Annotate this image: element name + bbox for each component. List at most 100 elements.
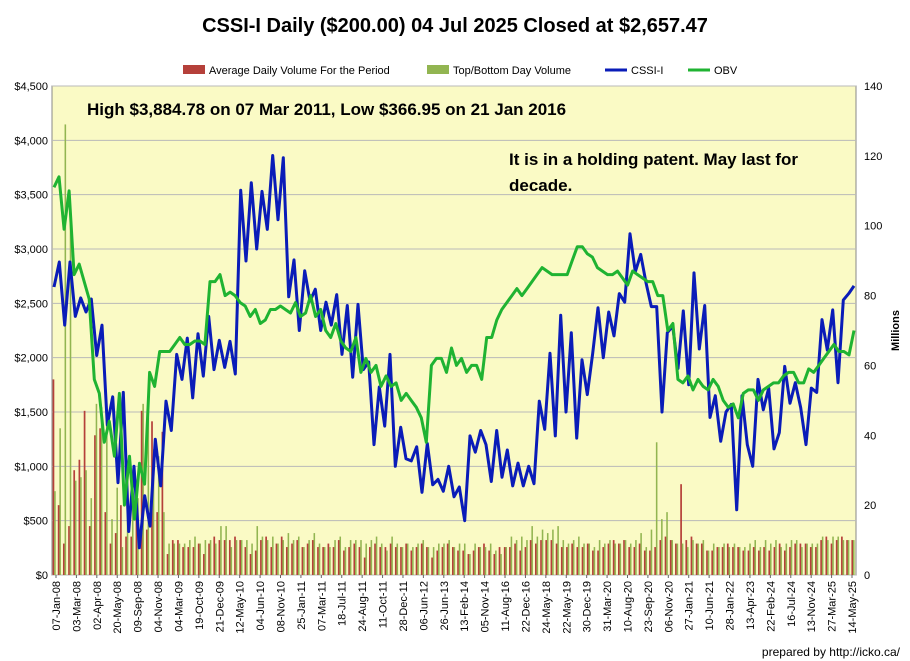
top-bottom-volume-bar (526, 540, 528, 575)
avg-volume-bar (778, 543, 781, 575)
top-bottom-volume-bar (676, 543, 679, 575)
avg-volume-bar (649, 550, 651, 575)
avg-volume-bar (820, 540, 823, 575)
avg-volume-bar (337, 540, 340, 575)
avg-volume-bar (576, 547, 579, 575)
y-right-tick-label: 80 (864, 291, 876, 303)
top-bottom-volume-bar (235, 540, 238, 575)
avg-volume-bar (524, 547, 527, 575)
x-tick-label: 04-Jun-10 (255, 581, 267, 631)
avg-volume-bar (467, 554, 470, 575)
top-bottom-volume-bar (474, 543, 476, 575)
avg-volume-bar (249, 554, 252, 575)
top-bottom-volume-bar (168, 543, 170, 575)
top-bottom-volume-bar (261, 536, 264, 575)
y-left-tick-label: $1,000 (14, 461, 48, 473)
top-bottom-volume-bar (204, 540, 207, 575)
x-tick-label: 07-Mar-11 (316, 581, 328, 631)
x-tick-label: 10-Jun-21 (704, 581, 716, 631)
avg-volume-bar (809, 547, 812, 575)
avg-volume-bar (306, 543, 309, 575)
avg-volume-bar (120, 505, 122, 575)
top-bottom-volume-bar (126, 508, 129, 575)
avg-volume-bar (265, 536, 267, 575)
avg-volume-bar (654, 547, 657, 575)
avg-volume-bar (643, 550, 646, 575)
avg-volume-bar (228, 540, 231, 575)
avg-volume-bar (353, 543, 356, 575)
top-bottom-volume-bar (106, 414, 108, 575)
cssi-i-line (52, 154, 856, 550)
top-bottom-volume-bar (85, 470, 87, 575)
avg-volume-bar (322, 547, 325, 575)
top-bottom-volume-bar (806, 543, 808, 575)
avg-volume-bar (286, 547, 288, 575)
avg-volume-bar (135, 512, 138, 575)
avg-volume-bar (114, 533, 117, 575)
top-bottom-volume-bar (427, 547, 430, 575)
avg-volume-bar (363, 557, 366, 575)
top-bottom-volume-bar (692, 540, 694, 575)
legend-label: Top/Bottom Day Volume (453, 65, 571, 77)
avg-volume-bar (685, 540, 688, 575)
top-bottom-volume-bar (178, 543, 181, 575)
avg-volume-bar (99, 428, 101, 575)
avg-volume-bar (218, 540, 221, 575)
top-bottom-volume-bar (401, 547, 404, 575)
avg-volume-bar (415, 547, 418, 575)
avg-volume-bar (348, 547, 350, 575)
comment-line-2: decade. (509, 176, 572, 195)
avg-volume-bar (830, 543, 833, 575)
avg-volume-bar (192, 547, 195, 575)
top-bottom-volume-bar (64, 124, 67, 576)
avg-volume-bar (140, 410, 143, 575)
avg-volume-bar (789, 547, 791, 575)
avg-volume-bar (104, 512, 107, 575)
top-bottom-volume-bar (355, 540, 357, 575)
top-bottom-volume-bar (469, 554, 471, 575)
avg-volume-bar (799, 543, 802, 575)
x-tick-label: 11-Aug-16 (500, 581, 512, 632)
avg-volume-bar (773, 547, 776, 575)
obv-line (52, 175, 856, 521)
top-bottom-volume-bar (303, 547, 305, 575)
avg-volume-bar (716, 547, 719, 575)
avg-volume-bar (62, 543, 65, 575)
avg-volume-bar (78, 459, 81, 575)
top-bottom-volume-bar (671, 540, 673, 575)
y-right-tick-label: 100 (864, 221, 882, 233)
avg-volume-bar (669, 540, 672, 575)
avg-volume-bar (555, 543, 558, 575)
avg-volume-bar (483, 543, 485, 575)
top-bottom-volume-bar (323, 547, 326, 575)
avg-volume-bar (540, 540, 542, 575)
avg-volume-bar (700, 543, 703, 575)
top-bottom-volume-bar (500, 554, 502, 575)
top-bottom-volume-bar (147, 417, 150, 575)
top-bottom-volume-bar (702, 540, 705, 575)
x-tick-label: 09-Sep-08 (133, 581, 145, 632)
top-bottom-volume-bar (515, 540, 518, 575)
x-tick-label: 04-Mar-09 (173, 581, 185, 632)
avg-volume-bar (208, 543, 210, 575)
avg-volume-bar (369, 547, 371, 575)
avg-volume-bar (260, 540, 262, 575)
avg-volume-bar (462, 550, 465, 575)
x-tick-label: 14-May-25 (847, 581, 859, 634)
top-bottom-volume-bar (339, 536, 342, 575)
top-bottom-volume-bar (723, 543, 725, 575)
avg-volume-bar (223, 540, 226, 575)
avg-volume-bar (317, 547, 319, 575)
top-bottom-volume-bar (396, 543, 399, 575)
avg-volume-bar (503, 547, 506, 575)
top-bottom-volume-bar (598, 540, 601, 575)
top-bottom-volume-bar (422, 540, 425, 575)
top-bottom-volume-bar (640, 533, 642, 575)
legend-swatch (427, 65, 449, 74)
avg-volume-bar (737, 547, 740, 575)
avg-volume-bar (602, 547, 605, 575)
avg-volume-bar (571, 543, 574, 575)
top-bottom-volume-bar (546, 533, 549, 575)
top-bottom-volume-bar (842, 540, 845, 575)
top-bottom-volume-bar (277, 543, 279, 575)
